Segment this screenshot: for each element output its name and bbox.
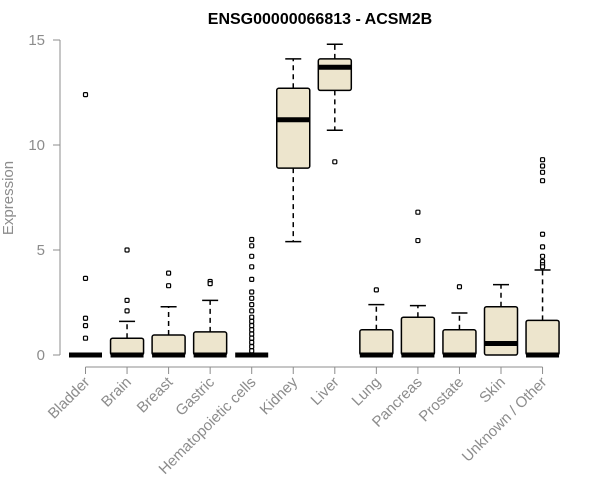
outlier-point — [249, 243, 255, 249]
y-axis: 0 5 10 15 — [28, 32, 61, 364]
outlier-point — [249, 302, 255, 308]
outlier-point — [249, 276, 255, 282]
box — [359, 329, 394, 356]
outlier-point — [249, 327, 255, 333]
chart-title: ENSG00000066813 - ACSM2B — [208, 11, 432, 28]
outlier-point — [249, 264, 255, 270]
y-tick-label: 15 — [28, 32, 45, 49]
outlier-point — [415, 209, 421, 215]
box-group — [69, 91, 102, 358]
outlier-point — [82, 91, 89, 98]
box-group — [442, 284, 477, 358]
box-group — [151, 270, 186, 358]
outlier-point — [539, 157, 546, 163]
box — [276, 87, 311, 169]
outlier-point — [82, 335, 89, 341]
outlier-point — [373, 287, 379, 293]
box — [192, 331, 228, 356]
box-group — [525, 157, 560, 358]
box-group — [400, 209, 436, 358]
outlier-point — [249, 318, 255, 324]
y-tick-label: 10 — [28, 137, 45, 154]
y-tick-label: 5 — [37, 242, 45, 259]
outlier-point — [249, 289, 255, 295]
box-group — [359, 287, 394, 358]
outlier-point — [456, 284, 463, 290]
outlier-point — [249, 335, 255, 341]
outlier-point — [249, 253, 255, 259]
outlier-point — [207, 281, 213, 287]
plot-area — [69, 43, 560, 358]
box-group — [235, 236, 269, 358]
box-group — [109, 247, 145, 358]
outlier-point — [249, 323, 255, 329]
outlier-point — [249, 344, 255, 350]
outlier-point — [249, 339, 255, 345]
x-tick-label: Prostate — [416, 374, 468, 426]
outlier-point — [124, 297, 130, 303]
x-tick-label: Brain — [98, 374, 135, 411]
box — [400, 316, 436, 356]
outlier-point — [539, 231, 546, 237]
box — [151, 334, 186, 356]
outlier-point — [249, 314, 255, 320]
outlier-point — [82, 315, 89, 321]
box — [442, 329, 477, 356]
x-tick-label: Breast — [134, 373, 177, 416]
y-axis-label: Expression — [0, 161, 17, 235]
box — [483, 305, 519, 356]
outlier-point — [82, 323, 89, 329]
x-tick-label: Skin — [476, 374, 509, 407]
x-tick-label: Liver — [308, 374, 343, 409]
box — [525, 319, 560, 356]
outlier-point — [539, 244, 546, 250]
outlier-point — [332, 159, 338, 165]
outlier-point — [539, 253, 546, 259]
outlier-point — [539, 264, 546, 270]
outlier-point — [249, 236, 255, 243]
box-group — [317, 43, 353, 165]
y-tick-label: 0 — [37, 347, 45, 364]
outlier-point — [249, 295, 255, 301]
outlier-point — [166, 283, 172, 289]
outlier-point — [82, 275, 89, 281]
outlier-point — [249, 331, 255, 337]
outlier-point — [539, 178, 546, 184]
outlier-point — [249, 308, 255, 314]
box-group — [192, 278, 228, 358]
box-group — [483, 283, 519, 356]
x-tick-label: Lung — [349, 374, 385, 410]
outlier-point — [124, 308, 130, 314]
x-tick-label: Kidney — [257, 373, 302, 418]
outlier-point — [166, 270, 172, 276]
x-tick-label: Bladder — [45, 374, 94, 423]
outlier-point — [415, 237, 421, 244]
box-group — [276, 58, 311, 243]
outlier-point — [124, 247, 130, 253]
outlier-point — [249, 348, 255, 354]
box — [317, 58, 353, 92]
outlier-point — [539, 169, 546, 175]
box — [109, 337, 145, 356]
outlier-point — [539, 163, 546, 169]
